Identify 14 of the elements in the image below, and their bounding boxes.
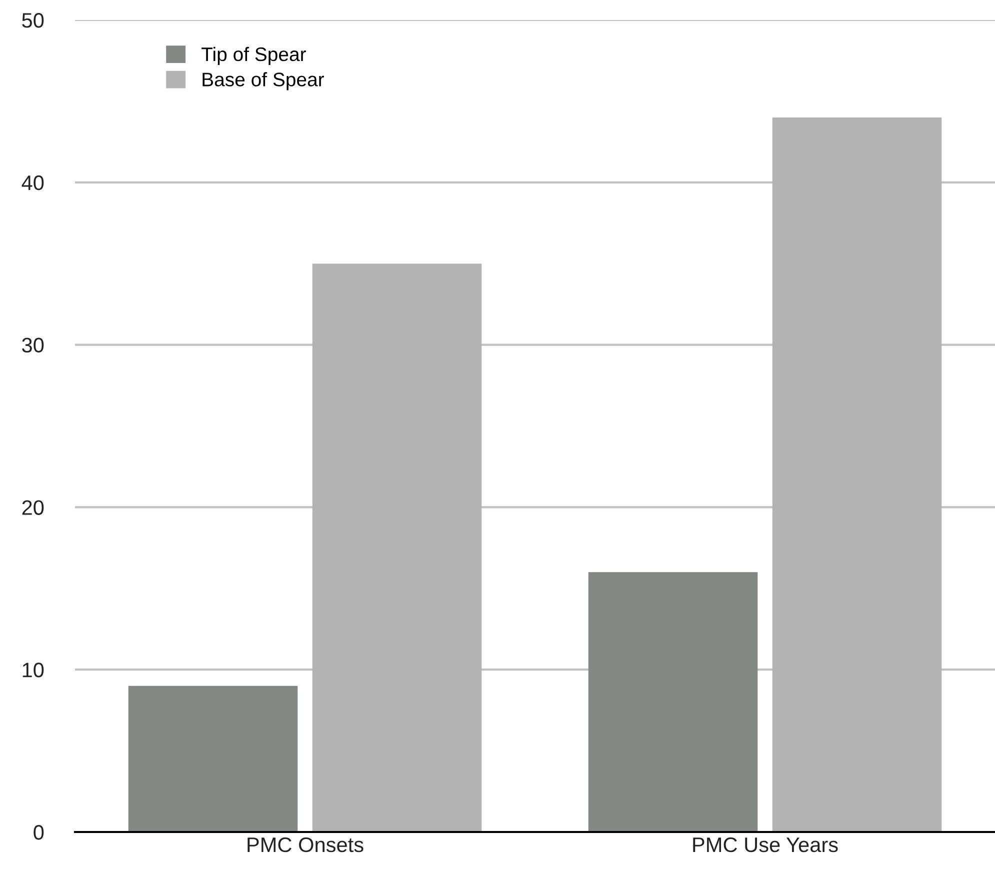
y-tick-label: 0 [34,825,44,840]
bar [588,572,758,832]
legend-label: Tip of Spear [202,46,306,66]
bar [312,264,482,832]
y-tick-label: 50 [22,13,44,28]
legend-label: Base of Spear [202,72,324,90]
bar [772,117,942,832]
y-tick-label: 10 [22,662,44,678]
bar [128,686,298,832]
y-tick-label: 40 [22,175,44,190]
x-tick-label: PMC Use Years [693,837,838,852]
y-tick-label: 30 [22,338,44,353]
x-tick-label: PMC Onsets [248,837,364,852]
y-tick-label: 20 [22,500,44,515]
